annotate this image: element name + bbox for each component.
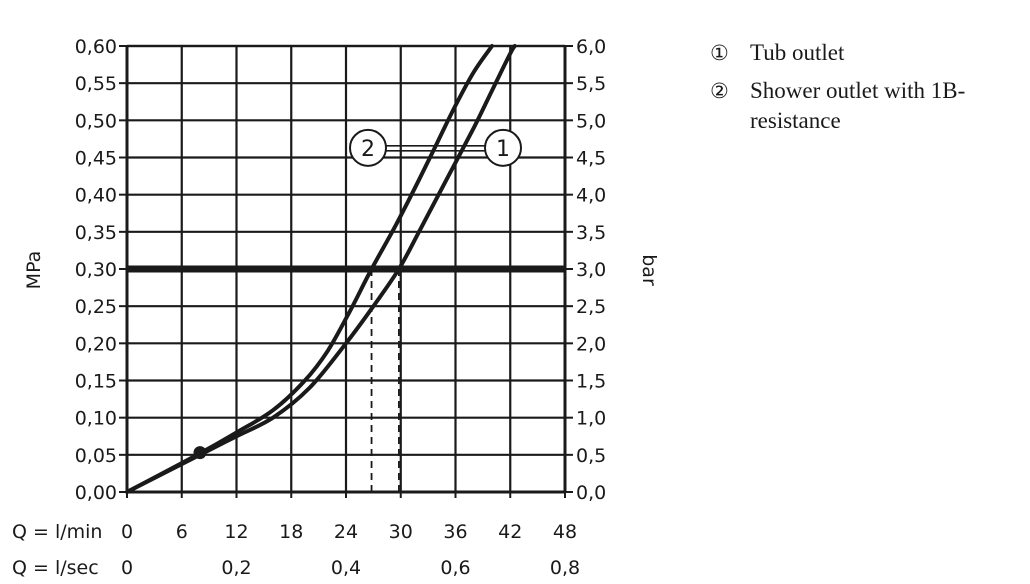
x-tick-label: 42 bbox=[498, 521, 522, 543]
x-axis-secondary-unit: Q = l/sec bbox=[12, 557, 99, 579]
curve-label-circle bbox=[484, 128, 522, 167]
y-tick-label-right: 0,0 bbox=[576, 482, 606, 504]
x-tick-label: 24 bbox=[334, 521, 358, 543]
y-tick-label-left: 0,00 bbox=[75, 482, 117, 504]
x-tick-label: 48 bbox=[553, 521, 577, 543]
curve-label-circle bbox=[349, 128, 387, 167]
x-tick-label: 0 bbox=[121, 521, 133, 543]
x-tick-label: 36 bbox=[443, 521, 467, 543]
y-tick-label-right: 5,0 bbox=[576, 110, 606, 132]
series-curve-2 bbox=[125, 44, 494, 494]
y-tick-label-right: 3,5 bbox=[576, 222, 606, 244]
chart-series bbox=[125, 44, 517, 494]
y-tick-label-left: 0,55 bbox=[75, 73, 117, 95]
y-tick-label-right: 0,5 bbox=[576, 445, 606, 467]
legend: ① Tub outlet ② Shower outlet with 1B-res… bbox=[710, 38, 1020, 144]
y-tick-label-right: 6,0 bbox=[576, 36, 606, 58]
y-tick-label-right: 2,5 bbox=[576, 296, 606, 318]
y-tick-label-right: 4,5 bbox=[576, 148, 606, 170]
y-tick-label-left: 0,40 bbox=[75, 185, 117, 207]
y-tick-label-left: 0,60 bbox=[75, 36, 117, 58]
y-tick-label-right: 5,5 bbox=[576, 73, 606, 95]
y-tick-label-right: 2,0 bbox=[576, 333, 606, 355]
legend-item-shower: ② Shower outlet with 1B-resistance bbox=[710, 76, 1020, 136]
chart-canvas: 0,000,050,100,150,200,250,300,350,400,45… bbox=[12, 36, 660, 579]
y-tick-label-left: 0,35 bbox=[75, 222, 117, 244]
y-tick-label-left: 0,20 bbox=[75, 333, 117, 355]
series-curve-1 bbox=[125, 44, 517, 494]
curve-label-text: 2 bbox=[361, 137, 375, 162]
y-axis-right-ticks: 0,0 0,5 1,0 1,5 2,0 2,5 3,0 3,5 4,0 4,5 5,0 5,5 6,0 bbox=[565, 36, 606, 504]
x-axis-primary-unit: Q = l/min bbox=[12, 521, 102, 543]
legend-label: Tub outlet bbox=[750, 40, 845, 65]
y-tick-label-left: 0,30 bbox=[75, 259, 117, 281]
y-tick-label-right: 4,0 bbox=[576, 185, 606, 207]
y-axis-left-title: MPa bbox=[23, 251, 45, 290]
legend-number: ② bbox=[710, 79, 729, 103]
y-tick-label-right: 1,0 bbox=[576, 408, 606, 430]
data-point-marker bbox=[193, 446, 207, 460]
x-axis-secondary-ticks: 0 0,2 0,4 0,6 0,8 bbox=[121, 557, 580, 579]
y-tick-label-right: 1,5 bbox=[576, 371, 606, 393]
y-tick-label-left: 0,10 bbox=[75, 408, 117, 430]
legend-item-tub: ① Tub outlet bbox=[710, 38, 1020, 68]
y-tick-label-left: 0,15 bbox=[75, 371, 117, 393]
x-secondary-tick-label: 0 bbox=[121, 557, 133, 579]
x-tick-label: 30 bbox=[389, 521, 413, 543]
y-tick-label-left: 0,25 bbox=[75, 296, 117, 318]
legend-label: Shower outlet with 1B-resistance bbox=[750, 78, 966, 133]
y-tick-label-right: 3,0 bbox=[576, 259, 606, 281]
x-secondary-tick-label: 0,2 bbox=[221, 557, 251, 579]
y-axis-left-ticks: 0,00 0,05 0,10 0,15 0,20 0,25 0,30 0,35 0,40 0,45… bbox=[75, 36, 127, 504]
y-tick-label-left: 0,45 bbox=[75, 148, 117, 170]
x-tick-label: 18 bbox=[279, 521, 303, 543]
x-axis-ticks: 0 6 12 18 24 30 36 42 48 bbox=[121, 492, 577, 543]
y-tick-label-left: 0,05 bbox=[75, 445, 117, 467]
y-axis-right-title: bar bbox=[638, 254, 660, 286]
x-secondary-tick-label: 0,4 bbox=[331, 557, 361, 579]
curve-label-text: 1 bbox=[496, 137, 510, 162]
x-tick-label: 12 bbox=[224, 521, 248, 543]
x-tick-label: 6 bbox=[176, 521, 188, 543]
x-secondary-tick-label: 0,6 bbox=[440, 557, 470, 579]
x-secondary-tick-label: 0,8 bbox=[550, 557, 580, 579]
legend-number: ① bbox=[710, 41, 729, 65]
y-tick-label-left: 0,50 bbox=[75, 110, 117, 132]
